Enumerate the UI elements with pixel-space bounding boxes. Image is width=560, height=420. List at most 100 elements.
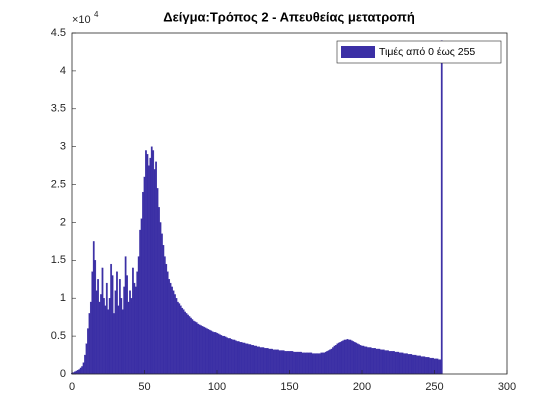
bar: [190, 317, 192, 375]
bar: [201, 326, 204, 375]
bar: [214, 332, 217, 375]
bar: [323, 352, 326, 375]
bar: [350, 340, 353, 375]
bar: [188, 316, 191, 375]
y-tick-label: 2: [60, 216, 66, 228]
bar: [76, 370, 79, 375]
bar: [111, 275, 114, 375]
bar: [364, 346, 366, 375]
bar: [169, 282, 172, 375]
bar: [84, 354, 86, 375]
bar: [95, 290, 98, 375]
bar: [277, 349, 279, 375]
bar: [118, 279, 121, 375]
bar: [107, 309, 110, 375]
bar: [381, 349, 384, 375]
bar: [156, 188, 159, 375]
legend-label: Τιμές από 0 έως 255: [379, 46, 475, 58]
bar: [82, 362, 85, 375]
bar: [419, 355, 421, 375]
bar: [140, 218, 143, 375]
bar: [191, 319, 194, 375]
bar: [439, 359, 442, 375]
bar: [348, 339, 350, 375]
bar: [248, 344, 250, 375]
y-exponent-power: 4: [94, 10, 99, 19]
bar: [175, 298, 178, 375]
bar: [258, 346, 260, 375]
bar: [105, 282, 108, 375]
bar: [172, 290, 175, 375]
bar: [126, 275, 128, 375]
bar: [255, 345, 258, 375]
bar: [266, 348, 269, 375]
bar: [142, 191, 144, 375]
bar: [397, 351, 400, 375]
bar: [414, 354, 417, 375]
bar: [400, 352, 403, 375]
bar: [195, 322, 198, 375]
x-tick-label: 100: [208, 381, 226, 393]
bar: [420, 356, 423, 375]
bar: [207, 329, 210, 375]
bar: [104, 305, 107, 375]
bar: [416, 355, 418, 375]
bar: [134, 286, 137, 375]
bar: [163, 256, 166, 375]
bar: [91, 271, 94, 375]
bar: [388, 351, 391, 375]
bar: [281, 350, 284, 375]
bar: [417, 355, 420, 375]
bar: [204, 327, 207, 375]
bar: [285, 351, 288, 375]
bar: [127, 301, 130, 375]
bar: [424, 357, 427, 375]
bar: [274, 349, 276, 375]
bar: [411, 354, 414, 375]
bar: [155, 161, 157, 375]
bar: [184, 311, 186, 375]
bar: [345, 339, 347, 375]
bar: [366, 347, 369, 375]
bar: [343, 339, 346, 375]
bar: [279, 350, 282, 375]
legend-swatch: [341, 46, 375, 58]
bar: [404, 353, 407, 375]
y-tick-label: 1: [60, 292, 66, 304]
bar: [339, 342, 342, 375]
bar: [85, 343, 88, 375]
bar: [143, 176, 146, 375]
bar: [377, 348, 379, 375]
bar: [179, 305, 182, 375]
bar: [265, 348, 268, 375]
bar: [435, 358, 437, 375]
bar: [349, 339, 352, 375]
bar: [390, 351, 392, 375]
bar: [87, 328, 89, 375]
bar: [422, 356, 424, 375]
bar: [200, 325, 202, 375]
x-tick-label: 200: [353, 381, 371, 393]
bar: [182, 309, 185, 375]
y-tick-label: 1.5: [51, 254, 66, 266]
bar: [261, 347, 263, 375]
bar: [158, 207, 160, 375]
bar: [432, 357, 434, 375]
bar: [121, 309, 124, 375]
bar: [291, 351, 294, 375]
bar: [113, 313, 115, 375]
bar: [353, 342, 356, 375]
bar: [146, 154, 149, 375]
bar: [290, 351, 292, 375]
bar: [94, 260, 97, 375]
bar: [213, 332, 215, 375]
bar: [98, 301, 101, 375]
bar: [268, 348, 271, 375]
bar: [393, 351, 395, 375]
bar: [316, 353, 318, 375]
bar: [406, 353, 408, 375]
bar: [369, 347, 372, 375]
bar: [178, 303, 181, 375]
bar: [275, 349, 278, 375]
bar: [253, 345, 256, 375]
